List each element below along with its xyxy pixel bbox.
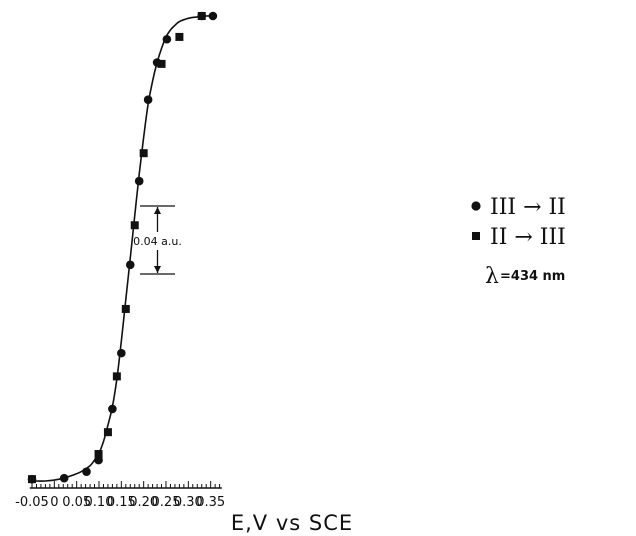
data-point-circle	[162, 34, 172, 44]
data-point-square	[121, 304, 130, 313]
x-tick-label: -0.05	[15, 495, 49, 510]
x-tick-label: 0.30	[174, 495, 203, 510]
data-points-layer	[27, 11, 218, 484]
data-point-circle	[208, 11, 218, 21]
x-axis: -0.05 0 0.050.100.150.200.250.300.35	[15, 481, 225, 510]
legend: III → II II → III λ =434 nm	[471, 195, 566, 289]
scale-bar-label: 0.04 a.u.	[133, 235, 182, 248]
x-axis-title: E,V vs SCE	[231, 511, 353, 535]
data-point-square	[130, 221, 139, 230]
x-tick-label: 0.15	[107, 495, 136, 510]
data-point-square	[175, 32, 184, 41]
data-point-circle	[59, 473, 69, 483]
lambda-symbol: λ	[485, 264, 499, 289]
data-point-circle	[108, 404, 117, 414]
data-point-square	[197, 12, 206, 20]
fit-curve-layer	[29, 15, 213, 482]
data-point-square	[157, 59, 166, 68]
data-point-circle	[117, 348, 126, 358]
wavelength-label: =434 nm	[500, 269, 565, 284]
data-point-circle	[82, 467, 91, 477]
legend-label-2: II → III	[490, 225, 566, 250]
data-point-square	[94, 450, 103, 459]
x-tick-label: 0.25	[152, 495, 181, 510]
data-point-circle	[125, 260, 135, 270]
x-tick-label: 0.10	[85, 495, 114, 510]
data-point-square	[103, 428, 112, 437]
data-point-square	[112, 372, 121, 381]
x-tick-label: 0.20	[129, 495, 158, 510]
x-tick-label: 0.35	[196, 495, 225, 510]
data-point-circle	[134, 176, 144, 186]
scale-bar: 0.04 a.u.	[133, 205, 182, 275]
legend-label-1: III → II	[490, 195, 566, 220]
fit-curve	[29, 15, 213, 482]
data-point-square	[139, 149, 148, 158]
x-tick-label: 0.05	[62, 495, 91, 510]
x-tick-label: 0	[50, 495, 58, 510]
data-point-square	[28, 475, 36, 484]
legend-marker-square	[472, 232, 480, 240]
legend-marker-circle	[471, 201, 481, 211]
data-point-circle	[143, 95, 153, 104]
